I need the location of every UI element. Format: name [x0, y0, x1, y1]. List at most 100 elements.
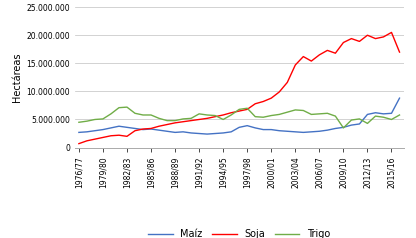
Soja [100, 136, 105, 139]
Maíz [269, 128, 274, 131]
Trigo [109, 112, 114, 115]
Soja [181, 120, 186, 123]
Maíz [84, 130, 89, 133]
Soja [397, 51, 402, 54]
Trigo [349, 119, 354, 121]
Maíz [116, 125, 121, 128]
Maíz [220, 132, 225, 134]
Maíz [357, 123, 362, 125]
Maíz [253, 126, 258, 129]
Maíz [285, 130, 290, 133]
Soja [309, 60, 314, 63]
Maíz [124, 126, 129, 129]
Trigo [253, 115, 258, 118]
Maíz [173, 131, 178, 134]
Soja [149, 127, 154, 130]
Soja [165, 123, 170, 126]
Y-axis label: Hectáreas: Hectáreas [12, 53, 22, 102]
Trigo [381, 116, 386, 119]
Trigo [133, 112, 138, 115]
Soja [141, 128, 146, 130]
Soja [188, 119, 193, 122]
Maíz [188, 132, 193, 134]
Trigo [124, 106, 129, 109]
Trigo [301, 109, 306, 112]
Trigo [188, 117, 193, 120]
Trigo [373, 115, 378, 118]
Soja [220, 114, 225, 116]
Maíz [100, 128, 105, 131]
Maíz [389, 112, 394, 115]
Soja [269, 97, 274, 99]
Maíz [141, 128, 146, 131]
Maíz [293, 130, 298, 133]
Line: Maíz: Maíz [79, 98, 399, 134]
Line: Trigo: Trigo [79, 107, 399, 128]
Trigo [141, 114, 146, 116]
Maíz [133, 127, 138, 130]
Maíz [245, 124, 250, 127]
Maíz [229, 130, 234, 133]
Maíz [165, 130, 170, 133]
Soja [301, 55, 306, 58]
Soja [253, 102, 258, 105]
Trigo [100, 118, 105, 120]
Soja [92, 138, 97, 141]
Trigo [237, 108, 242, 111]
Soja [381, 35, 386, 38]
Soja [133, 129, 138, 132]
Soja [389, 31, 394, 34]
Legend: Maíz, Soja, Trigo: Maíz, Soja, Trigo [144, 225, 334, 238]
Trigo [220, 118, 225, 121]
Trigo [365, 122, 370, 125]
Trigo [357, 118, 362, 120]
Trigo [213, 114, 218, 117]
Maíz [397, 97, 402, 99]
Soja [229, 111, 234, 114]
Soja [341, 41, 346, 44]
Soja [237, 110, 242, 113]
Trigo [229, 114, 234, 116]
Maíz [277, 129, 282, 132]
Maíz [349, 124, 354, 127]
Trigo [397, 114, 402, 116]
Maíz [237, 126, 242, 129]
Soja [197, 118, 202, 121]
Trigo [333, 115, 338, 118]
Trigo [317, 112, 322, 115]
Soja [245, 108, 250, 111]
Maíz [373, 111, 378, 114]
Maíz [365, 113, 370, 116]
Soja [173, 121, 178, 124]
Soja [325, 49, 330, 52]
Trigo [293, 109, 298, 111]
Trigo [269, 114, 274, 117]
Maíz [109, 126, 114, 129]
Soja [261, 100, 266, 103]
Soja [317, 54, 322, 56]
Trigo [173, 119, 178, 122]
Soja [124, 135, 129, 138]
Maíz [317, 130, 322, 133]
Trigo [261, 116, 266, 119]
Trigo [285, 111, 290, 114]
Soja [357, 40, 362, 43]
Trigo [309, 113, 314, 116]
Maíz [77, 131, 82, 134]
Maíz [156, 129, 161, 132]
Soja [333, 52, 338, 55]
Maíz [301, 131, 306, 134]
Maíz [381, 112, 386, 115]
Maíz [92, 129, 97, 132]
Trigo [165, 119, 170, 122]
Soja [373, 37, 378, 40]
Soja [365, 34, 370, 37]
Trigo [325, 112, 330, 115]
Soja [156, 125, 161, 128]
Soja [349, 37, 354, 40]
Trigo [156, 117, 161, 120]
Maíz [325, 129, 330, 132]
Soja [109, 134, 114, 137]
Trigo [116, 106, 121, 109]
Maíz [205, 133, 210, 135]
